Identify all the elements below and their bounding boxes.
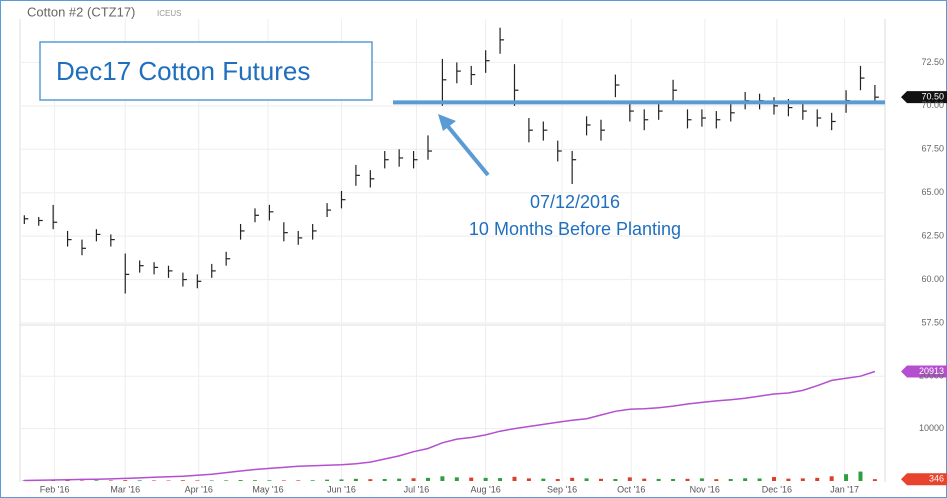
y-tick-label: 65.00 <box>921 187 944 197</box>
open-interest-line <box>24 370 876 482</box>
volume-bar <box>800 478 805 481</box>
x-tick-label: Oct '16 <box>617 484 645 494</box>
y-tick-label: 62.50 <box>921 231 944 241</box>
volume-bar <box>584 478 589 481</box>
volume-bar <box>685 478 690 481</box>
volume-bar <box>526 478 531 481</box>
x-tick-label: Jan '17 <box>830 484 859 494</box>
chart-title: Cotton #2 (CTZ17) <box>27 4 135 19</box>
price-tag <box>901 473 947 486</box>
volume-bar <box>829 476 834 481</box>
volume-bar <box>642 478 647 481</box>
price-tag-label: 20913 <box>919 366 944 376</box>
volume-bar <box>483 477 488 481</box>
chart-subtitle: ICEUS <box>157 9 181 18</box>
volume-bar <box>195 480 200 481</box>
volume-bar <box>209 480 214 481</box>
volume-bar <box>454 477 459 481</box>
volume-bar <box>123 480 128 481</box>
volume-bar <box>498 478 503 481</box>
volume-bar <box>108 480 113 481</box>
y-tick-label: 72.50 <box>921 57 944 67</box>
volume-bar <box>541 478 546 481</box>
volume-bar <box>296 480 301 481</box>
volume-bar <box>728 479 733 481</box>
y-tick-label: 57.50 <box>921 317 944 327</box>
volume-bar <box>267 480 272 481</box>
volume-bar <box>152 480 157 481</box>
volume-bar <box>671 479 676 481</box>
y2-tick-label: 10000 <box>919 423 944 433</box>
y-tick-label: 67.50 <box>921 144 944 154</box>
volume-bar <box>714 479 719 481</box>
volume-bar <box>252 480 257 481</box>
volume-bar <box>397 478 402 481</box>
y2-tick-label: 20000 <box>919 371 944 381</box>
volume-bar <box>613 479 618 481</box>
volume-bar <box>325 479 330 481</box>
annotation-box <box>39 41 373 101</box>
price-tag-label: 346 <box>929 474 944 484</box>
volume-bar <box>137 480 142 481</box>
volume-bar <box>872 479 877 481</box>
volume-bar <box>339 479 344 481</box>
annotation: 10 Months Before Planting <box>469 219 681 239</box>
volume-bar <box>815 477 820 481</box>
volume-bar <box>844 474 849 481</box>
price-tag <box>901 365 947 378</box>
volume-bar <box>786 478 791 481</box>
volume-bar <box>224 480 229 481</box>
volume-bar <box>238 480 243 481</box>
price-tag-label: 70.50 <box>921 92 944 102</box>
price-tag <box>901 91 947 104</box>
volume-bar <box>555 479 560 481</box>
volume-bar <box>425 477 430 481</box>
volume-bar <box>353 478 358 481</box>
volume-bar <box>598 478 603 481</box>
x-tick-label: Sep '16 <box>547 484 577 494</box>
volume-bar <box>656 478 661 481</box>
x-tick-label: Aug '16 <box>471 484 501 494</box>
volume-bar <box>699 478 704 481</box>
volume-bar <box>858 471 863 481</box>
volume-bar <box>570 477 575 481</box>
volume-bar <box>512 476 517 481</box>
x-tick-label: Feb '16 <box>40 484 70 494</box>
volume-bar <box>281 480 286 481</box>
x-tick-label: Apr '16 <box>185 484 213 494</box>
x-tick-label: Jun '16 <box>327 484 356 494</box>
x-tick-label: May '16 <box>252 484 283 494</box>
volume-bar <box>180 480 185 481</box>
x-tick-label: Dec '16 <box>762 484 792 494</box>
grid <box>20 19 885 481</box>
marks <box>22 27 947 486</box>
y-tick-label: 70.00 <box>921 100 944 110</box>
volume-bar <box>94 480 99 481</box>
volume-bar <box>310 480 315 481</box>
annotation: 07/12/2016 <box>530 192 620 212</box>
y-tick-label: 60.00 <box>921 274 944 284</box>
volume-bar <box>469 477 474 481</box>
arrow <box>444 122 490 177</box>
volume-bar <box>440 476 445 481</box>
arrow-head <box>438 114 456 131</box>
volume-bar <box>757 478 762 481</box>
x-tick-label: Jul '16 <box>404 484 430 494</box>
volume-bar <box>382 479 387 481</box>
volume-bar <box>411 478 416 481</box>
x-tick-label: Mar '16 <box>110 484 140 494</box>
volume-bar <box>771 477 776 481</box>
volume-bar <box>627 477 632 481</box>
volume-bar <box>368 479 373 481</box>
volume-bar <box>65 480 70 481</box>
volume-bar <box>743 478 748 481</box>
annotation: Dec17 Cotton Futures <box>56 56 310 86</box>
x-tick-label: Nov '16 <box>690 484 720 494</box>
